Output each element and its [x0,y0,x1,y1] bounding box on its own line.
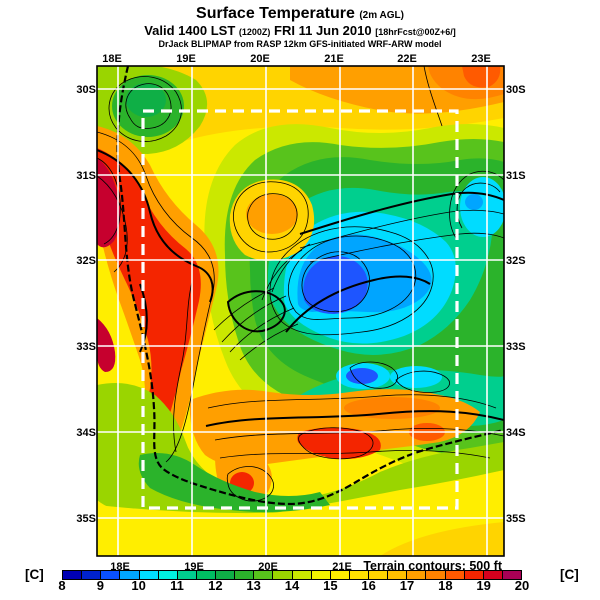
fill-cold-core [303,256,368,314]
fill-west-crimson2 [97,318,116,372]
title-main: Surface Temperature [196,5,355,22]
colorbar-tick: 15 [323,578,338,593]
fill-center-orange [246,194,298,234]
title-sub: (2m AGL) [359,10,404,21]
fill-south-red [297,427,381,459]
colorbar-segments [62,570,522,580]
left-axis: 30S 31S 32S 33S 34S 35S [76,84,96,525]
colorbar-tick: 20 [514,578,530,593]
colorbar-tick: 14 [284,578,300,593]
colorbar-tick: 12 [208,578,223,593]
colorbar-tick: 8 [58,578,66,593]
valid-zulu: (1200Z) [238,27,271,37]
fill-bottom-gold [380,522,504,556]
grid-lines [97,66,504,556]
page-title: Surface Temperature (2m AGL) [0,5,600,23]
colorbar-tick: 13 [246,578,261,593]
right-axis-label: 32S [506,255,526,267]
valid-fcst: [18hrFcst@00Z+6/] [375,27,456,37]
colorbar-tick: 16 [361,578,376,593]
left-axis-label: 35S [76,513,96,525]
valid-date: FRI 11 Jun 2010 [274,23,372,38]
right-axis-label: 33S [506,341,526,353]
top-axis-label: 21E [324,53,344,65]
colorbar-tick: 19 [476,578,491,593]
top-axis-label: 23E [471,53,491,65]
fill-east-cyan-core [465,194,483,210]
valid-time-line: Valid 1400 LST (1200Z) FRI 11 Jun 2010 [… [0,23,600,38]
colorbar-segment [501,570,522,580]
right-axis: 30S 31S 32S 33S 34S 35S [506,84,526,525]
right-axis-label: 31S [506,170,526,182]
nest-boundary [141,109,459,510]
fill-nw-green-core [126,83,166,117]
top-axis-label: 20E [250,53,270,65]
fill-south-dkorange [344,397,440,419]
left-axis-label: 32S [76,255,96,267]
valid-prefix: Valid 1400 LST [144,23,236,38]
coastline [116,66,504,506]
right-axis-label: 30S [506,84,526,96]
top-axis-label: 22E [397,53,417,65]
top-axis-label: 18E [102,53,122,65]
colorbar-ticks: 8 9 10 11 12 13 14 15 16 17 18 19 20 [58,578,529,594]
fill-top-corner-red [462,66,501,88]
top-axis: 18E 19E 20E 21E 22E 23E [102,53,491,65]
right-axis-label: 34S [506,427,526,439]
fill-coast-green [138,452,330,513]
colorbar-unit-right: [C] [560,567,579,582]
right-axis-label: 35S [506,513,526,525]
map-fill [97,66,504,556]
colorbar-tick: 17 [399,578,415,593]
top-axis-label: 19E [176,53,196,65]
fill-south-blue-spot [346,368,378,384]
fill-west-red [97,148,201,446]
left-axis-label: 31S [76,170,96,182]
fill-east-cyan [460,177,504,237]
left-axis-label: 30S [76,84,96,96]
left-axis-label: 34S [76,427,96,439]
map-border [96,65,505,557]
model-line: DrJack BLIPMAP from RASP 12km GFS-initia… [158,39,442,49]
colorbar-unit-left: [C] [25,567,44,582]
left-axis-label: 33S [76,341,96,353]
colorbar-tick: 18 [438,578,453,593]
colorbar-tick: 10 [131,578,146,593]
colorbar-tick: 9 [96,578,104,593]
terrain-note: Terrain contours: 500 ft [363,559,503,573]
colorbar-tick: 11 [170,578,184,593]
